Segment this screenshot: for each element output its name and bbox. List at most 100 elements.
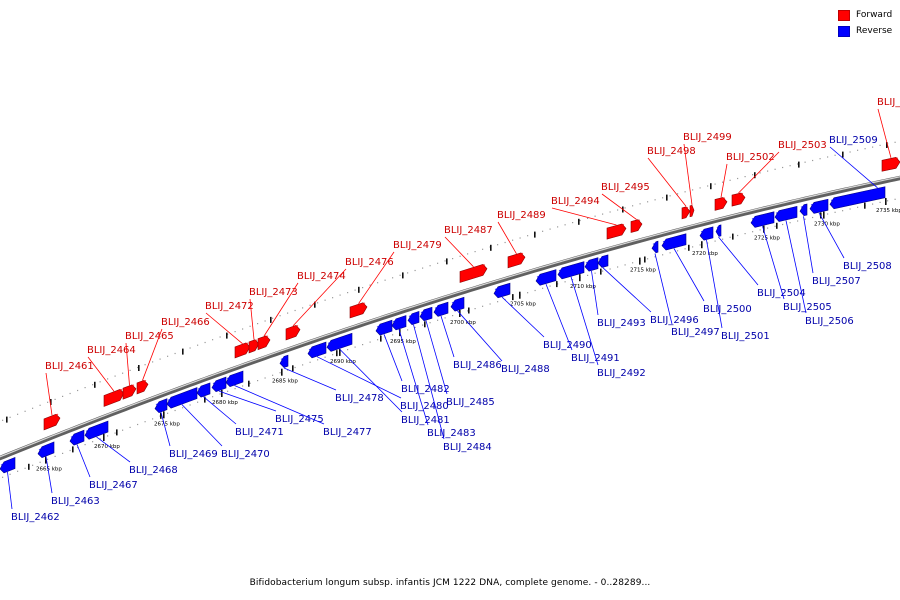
gene-BLIJ_2487[interactable] [459, 264, 488, 283]
gene-BLIJ_2469[interactable] [154, 398, 168, 414]
gene-BLIJ_2476[interactable] [285, 325, 301, 341]
gene-BLIJ_2462[interactable] [0, 457, 16, 474]
gene-BLIJ_2501[interactable] [699, 226, 714, 241]
gene-BLIJ_2479[interactable] [349, 302, 368, 319]
gene-BLIJ_2490[interactable] [493, 282, 511, 299]
gene-label[interactable]: BLIJ_2484 [443, 442, 492, 453]
gene-BLIJ_2492[interactable] [557, 261, 585, 280]
gene-label[interactable]: BLIJ_2492 [597, 368, 646, 379]
gene-label[interactable]: BLIJ_2504 [757, 288, 806, 299]
gene-label[interactable]: BLIJ_2464 [87, 345, 136, 356]
gene-label[interactable]: BLIJ_2482 [401, 384, 450, 395]
gene-label[interactable]: BLIJ_2498 [647, 146, 696, 157]
gene-BLIJ_2488[interactable] [450, 296, 465, 312]
gene-BLIJ_2463[interactable] [37, 441, 55, 459]
gene-BLIJ_2468[interactable] [84, 420, 109, 440]
gene-label[interactable]: BLIJ_2475 [275, 414, 324, 425]
gene-BLIJ_2474[interactable] [257, 335, 271, 351]
gene-BLIJ_2486[interactable] [433, 301, 449, 317]
gene-label[interactable]: BLIJ_2476 [345, 257, 394, 268]
gene-BLIJ_2497[interactable] [651, 240, 659, 254]
gene-label[interactable]: BLIJ_2469 [169, 449, 218, 460]
gene-BLIJ_2504[interactable] [715, 224, 722, 237]
gene-BLIJ_2478[interactable] [279, 354, 289, 368]
gene-label[interactable]: BLIJ_2509 [829, 135, 878, 146]
gene-BLIJ_2495[interactable] [630, 219, 643, 233]
gene-label[interactable]: BLIJ_2506 [805, 316, 854, 327]
gene-label[interactable]: BLIJ_2505 [783, 302, 832, 313]
gene-BLIJ_2493[interactable] [584, 257, 599, 272]
gene-label[interactable]: BLIJ_2485 [446, 397, 495, 408]
gene-label[interactable]: BLIJ_2465 [125, 331, 174, 342]
gene-label[interactable]: BLIJ_2489 [497, 210, 546, 221]
gene-label[interactable]: BLIJ_2468 [129, 465, 178, 476]
gene-label[interactable]: BLIJ_2496 [650, 315, 699, 326]
gene-BLIJ_2471[interactable] [196, 382, 211, 398]
gene-label[interactable]: BLIJ_2493 [597, 318, 646, 329]
gene-label[interactable]: BLIJ_2477 [323, 427, 372, 438]
gene-BLIJ_2481[interactable] [326, 332, 353, 352]
gene-label[interactable]: BLIJ_2507 [812, 276, 861, 287]
gene-label[interactable]: BLIJ_2508 [843, 261, 892, 272]
gene-label[interactable]: BLIJ_2491 [571, 353, 620, 364]
gene-BLIJ_2465[interactable] [122, 384, 137, 400]
legend-item-forward[interactable]: Forward [838, 8, 892, 22]
gene-BLIJ_2508[interactable] [809, 198, 829, 214]
gene-BLIJ_2499[interactable] [689, 204, 695, 218]
gene-BLIJ_2507[interactable] [799, 203, 808, 217]
gene-label[interactable]: BLIJ_2500 [703, 304, 752, 315]
gene-label[interactable]: BLIJ_2502 [726, 152, 775, 163]
gene-BLIJ_2509[interactable] [829, 186, 886, 210]
gene-BLIJ_2505[interactable] [750, 211, 775, 228]
gene-label[interactable]: BLIJ_2486 [453, 360, 502, 371]
gene-label[interactable]: BLIJ_2471 [235, 427, 284, 438]
gene-BLIJ_2483[interactable] [391, 315, 407, 331]
gene-BLIJ_2461[interactable] [43, 413, 61, 431]
gene-label[interactable]: BLIJ_2490 [543, 340, 592, 351]
gene-label[interactable]: BLIJ_2495 [601, 182, 650, 193]
gene-BLIJ_2467[interactable] [69, 429, 85, 446]
gene-BLIJ_2475[interactable] [211, 376, 227, 393]
gene-BLIJ_2485[interactable] [419, 306, 433, 322]
gene-label[interactable]: BLIJ_2470 [221, 449, 270, 460]
gene-BLIJ_2480[interactable] [307, 341, 327, 359]
gene-label[interactable]: BLIJ_2497 [671, 327, 720, 338]
gene-BLIJ_2477[interactable] [225, 370, 244, 387]
gene-BLIJ_2506[interactable] [774, 206, 798, 222]
gene-BLIJ_2482[interactable] [375, 319, 393, 336]
gene-BLIJ_2491[interactable] [535, 269, 557, 286]
gene-label[interactable]: BLIJ_2462 [11, 512, 60, 523]
gene-label[interactable]: BLIJ_2494 [551, 196, 600, 207]
gene-label[interactable]: BLIJ_2503 [778, 140, 827, 151]
gene-label[interactable]: BLIJ_2499 [683, 132, 732, 143]
gene-label[interactable]: BLIJ_2466 [161, 317, 210, 328]
gene-label[interactable]: BLIJ_2472 [205, 301, 254, 312]
gene-BLIJ_2494[interactable] [606, 223, 627, 240]
gene-label[interactable]: BLIJ_2463 [51, 496, 100, 507]
gene-label[interactable]: BLIJ_2473 [249, 287, 298, 298]
gene-BLIJ_2503[interactable] [731, 192, 746, 207]
gene-BLIJ_2510[interactable] [881, 156, 900, 172]
gene-BLIJ_2472[interactable] [234, 342, 251, 359]
gene-BLIJ_2484[interactable] [407, 310, 420, 326]
gene-BLIJ_2500[interactable] [661, 233, 687, 251]
gene-label[interactable]: BLIJ_2467 [89, 480, 138, 491]
gene-label[interactable]: BLIJ_2474 [297, 271, 346, 282]
gene-BLIJ_2498[interactable] [681, 206, 691, 220]
gene-label[interactable]: BLIJ_2501 [721, 331, 770, 342]
gene-BLIJ_2489[interactable] [507, 252, 526, 269]
gene-label[interactable]: BLIJ_2479 [393, 240, 442, 251]
gene-label[interactable]: BLIJ_2483 [427, 428, 476, 439]
gene-BLIJ_2496[interactable] [597, 254, 609, 268]
gene-BLIJ_2464[interactable] [103, 388, 125, 407]
gene-BLIJ_2473[interactable] [248, 339, 260, 354]
gene-label[interactable]: BLIJ_2480 [400, 401, 449, 412]
gene-BLIJ_2466[interactable] [136, 379, 149, 395]
gene-label[interactable]: BLIJ_2488 [501, 364, 550, 375]
legend-item-reverse[interactable]: Reverse [838, 24, 892, 38]
gene-label[interactable]: BLIJ_2478 [335, 393, 384, 404]
gene-BLIJ_2502[interactable] [714, 197, 728, 211]
gene-label[interactable]: BLIJ_2461 [45, 361, 94, 372]
gene-label[interactable]: BLIJ_2487 [444, 225, 493, 236]
gene-label[interactable]: BLIJ_2510 [877, 97, 900, 108]
